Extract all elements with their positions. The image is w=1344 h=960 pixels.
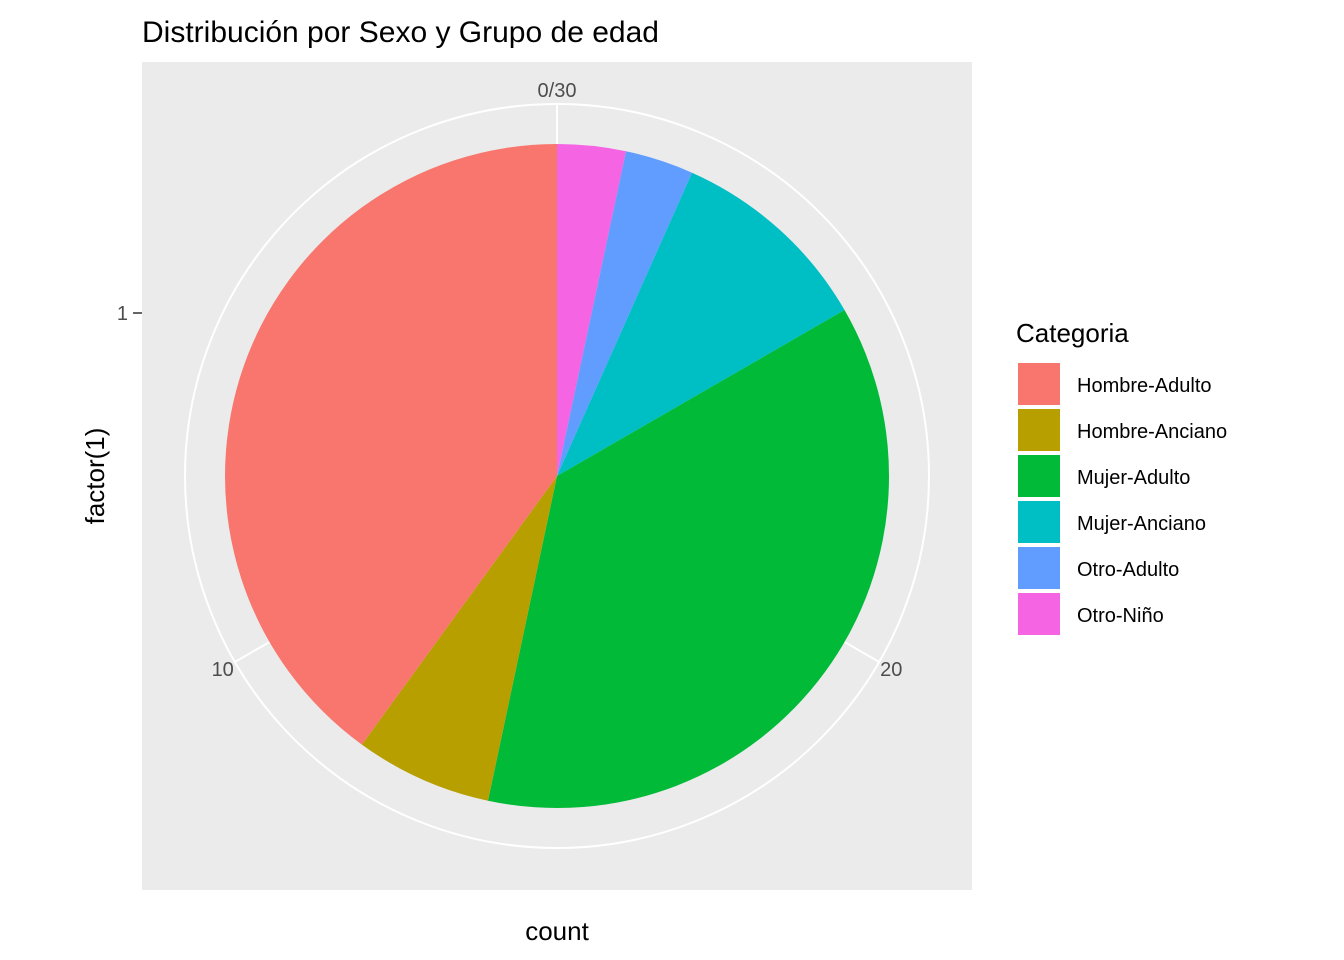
legend-title: Categoria bbox=[1016, 318, 1129, 348]
pie-slice-hombre-anciano bbox=[361, 476, 557, 801]
pie-slice-otro-ni-o bbox=[557, 144, 627, 476]
legend-label: Otro-Niño bbox=[1077, 605, 1164, 627]
theta-tick-label: 0/30 bbox=[538, 80, 577, 102]
legend-key bbox=[1016, 453, 1062, 499]
legend: Categoria Hombre-Adulto Hombre-Anciano Muj… bbox=[1016, 318, 1227, 637]
legend-label: Otro-Adulto bbox=[1077, 559, 1179, 581]
theta-tick-label: 20 bbox=[880, 659, 902, 681]
legend-label: Mujer-Adulto bbox=[1077, 467, 1190, 489]
pie-slices bbox=[225, 144, 890, 809]
y-axis-title: factor(1) bbox=[80, 428, 110, 525]
pie-slice-hombre-adulto bbox=[225, 144, 557, 745]
x-axis-title: count bbox=[525, 916, 589, 946]
legend-label: Hombre-Adulto bbox=[1077, 375, 1212, 397]
legend-key bbox=[1016, 545, 1062, 591]
theta-tick-label: 10 bbox=[212, 659, 234, 681]
legend-key bbox=[1016, 591, 1062, 637]
theta-ticks: 0/30 10 20 bbox=[212, 80, 903, 681]
legend-key bbox=[1016, 407, 1062, 453]
legend-label: Mujer-Anciano bbox=[1077, 513, 1206, 535]
legend-key bbox=[1016, 499, 1062, 545]
chart-title: Distribución por Sexo y Grupo de edad bbox=[142, 16, 659, 49]
pie-slice-otro-adulto bbox=[557, 151, 693, 476]
legend-label: Hombre-Anciano bbox=[1077, 421, 1227, 443]
pie-slice-mujer-adulto bbox=[487, 310, 890, 809]
y-tick-label: 1 bbox=[117, 303, 128, 325]
pie-slice-mujer-anciano bbox=[557, 172, 845, 476]
legend-key bbox=[1016, 361, 1062, 407]
